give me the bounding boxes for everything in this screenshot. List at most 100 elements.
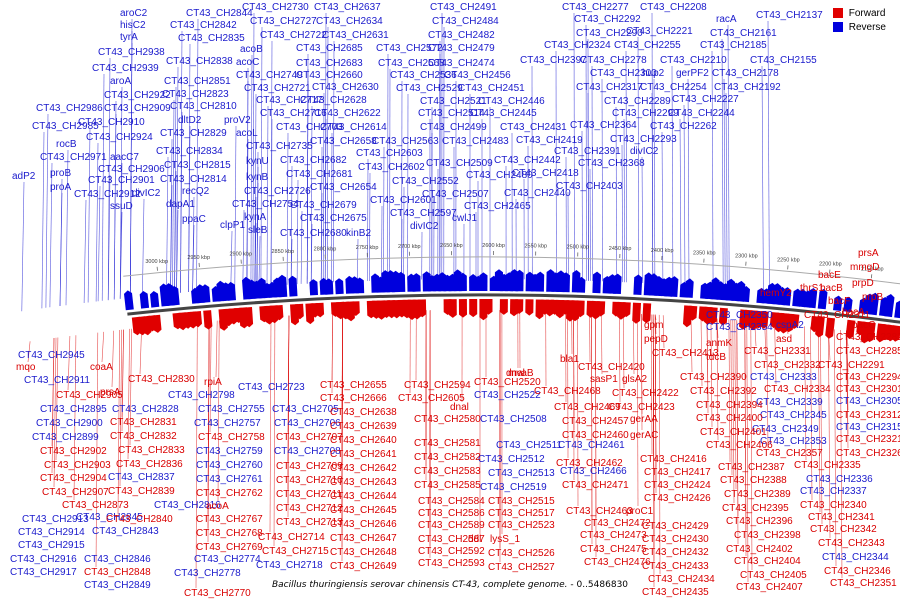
forward-gene-label[interactable]: CT43_CH2666	[320, 393, 387, 404]
reverse-gene-label[interactable]: CT43_CH2682	[280, 155, 347, 166]
reverse-gene-label[interactable]: CT43_CH2637	[314, 2, 381, 13]
reverse-gene-label[interactable]: CT43_CH2722	[260, 30, 327, 41]
reverse-gene-label[interactable]: CT43_CH2353	[760, 436, 827, 447]
reverse-gene-label[interactable]: CT43_CH2723	[238, 382, 305, 393]
reverse-gene-label[interactable]: CT43_CH2178	[712, 68, 779, 79]
reverse-gene-label[interactable]: CT43_CH2828	[112, 404, 179, 415]
reverse-gene-label[interactable]: CT43_CH2679	[290, 200, 357, 211]
reverse-gene-label[interactable]: aroA	[110, 76, 132, 87]
forward-gene-label[interactable]: CT43_CH2830	[128, 374, 195, 385]
forward-gene-label[interactable]: prsA	[100, 387, 121, 398]
reverse-gene-label[interactable]: CT43_CH2509	[426, 158, 493, 169]
reverse-gene-label[interactable]: CT43_CH2292	[574, 14, 641, 25]
reverse-gene-label[interactable]: divIC2	[132, 188, 161, 199]
reverse-gene-label[interactable]: kynB	[246, 172, 269, 183]
forward-gene-label[interactable]: CT43_CH2468	[534, 386, 601, 397]
reverse-gene-label[interactable]: CT43_CH2552	[392, 176, 459, 187]
forward-gene-label[interactable]: CT43_CH2401	[700, 427, 767, 438]
forward-gene-label[interactable]: CT43_CH2903	[44, 460, 111, 471]
reverse-gene-label[interactable]: dapA1	[166, 199, 195, 210]
forward-gene-label[interactable]: CT43_CH2311	[804, 310, 870, 321]
forward-gene-label[interactable]: CT43_CH2326	[836, 448, 900, 459]
reverse-gene-label[interactable]: CT43_CH2986	[36, 103, 103, 114]
forward-gene-label[interactable]: CT43_CH2605	[398, 393, 465, 404]
forward-gene-label[interactable]: CT43_CH2581	[414, 438, 481, 449]
reverse-gene-label[interactable]: CT43_CH2916	[10, 554, 77, 565]
reverse-gene-label[interactable]: CT43_CH2300	[590, 68, 657, 79]
reverse-gene-label[interactable]: CT43_CH2837	[108, 472, 175, 483]
forward-gene-label[interactable]: ddl	[468, 534, 482, 545]
reverse-gene-label[interactable]: CT43_CH2397	[520, 55, 587, 66]
forward-gene-label[interactable]: CT43_CH2404	[734, 556, 801, 567]
reverse-gene-label[interactable]: acoL	[236, 128, 258, 139]
reverse-gene-label[interactable]: CT43_CH2431	[500, 122, 567, 133]
forward-gene-label[interactable]: CT43_CH2321	[836, 434, 900, 445]
reverse-gene-label[interactable]: CT43_CH2730	[242, 2, 309, 13]
reverse-gene-label[interactable]: CT43_CH2529	[396, 83, 463, 94]
reverse-gene-label[interactable]: CT43_CH2254	[640, 82, 707, 93]
reverse-gene-label[interactable]: CT43_CH2185	[700, 40, 767, 51]
reverse-gene-label[interactable]: CT43_CH2519	[480, 482, 547, 493]
reverse-gene-label[interactable]: CT43_CH2568	[378, 58, 445, 69]
forward-gene-label[interactable]: CT43_CH2832	[110, 431, 177, 442]
reverse-gene-label[interactable]: CT43_CH2815	[164, 160, 231, 171]
reverse-gene-label[interactable]: CT43_CH2654	[310, 182, 377, 193]
forward-gene-label[interactable]: CT43_CH2389	[724, 489, 791, 500]
forward-gene-label[interactable]: CT43_CH2840	[106, 514, 173, 525]
reverse-gene-label[interactable]: CT43_CH2601	[370, 195, 437, 206]
reverse-gene-label[interactable]: CT43_CH2474	[428, 58, 495, 69]
reverse-gene-label[interactable]: CT43_CH2262	[650, 121, 717, 132]
reverse-gene-label[interactable]: kynU	[246, 156, 269, 167]
forward-gene-label[interactable]: CT43_CH2655	[320, 380, 387, 391]
forward-gene-label[interactable]: CT43_CH2768	[196, 528, 263, 539]
forward-gene-label[interactable]: rpiA	[204, 377, 222, 388]
forward-gene-label[interactable]: thrS1	[800, 283, 824, 294]
forward-gene-label[interactable]: bacE	[818, 270, 841, 281]
forward-gene-label[interactable]: CT43_CH2387	[718, 462, 785, 473]
reverse-gene-label[interactable]: CT43_CH2680	[280, 228, 347, 239]
reverse-gene-label[interactable]: CT43_CH2445	[470, 108, 537, 119]
forward-gene-label[interactable]: CT43_CH2341	[808, 512, 875, 523]
reverse-gene-label[interactable]: tyrA	[120, 32, 138, 43]
forward-gene-label[interactable]: CT43_CH2713	[276, 517, 343, 528]
forward-gene-label[interactable]: CT43_CH2334	[764, 384, 831, 395]
reverse-gene-label[interactable]: CT43_CH2337	[800, 486, 867, 497]
forward-gene-label[interactable]: bacC	[852, 320, 876, 331]
forward-gene-label[interactable]: CT43_CH2769	[196, 542, 263, 553]
reverse-gene-label[interactable]: CT43_CH2563	[372, 136, 439, 147]
reverse-gene-label[interactable]: CT43_CH2631	[322, 30, 389, 41]
reverse-gene-label[interactable]: CT43_CH2829	[160, 128, 227, 139]
forward-gene-label[interactable]: CT43_CH2282	[836, 332, 900, 343]
forward-gene-label[interactable]: CT43_CH2907	[42, 487, 109, 498]
forward-gene-label[interactable]: CT43_CH2711	[276, 489, 342, 500]
forward-gene-label[interactable]: CT43_CH2710	[276, 475, 343, 486]
reverse-gene-label[interactable]: proV2	[224, 115, 251, 126]
forward-gene-label[interactable]: pepD	[644, 334, 668, 345]
reverse-gene-label[interactable]: CT43_CH2451	[458, 83, 525, 94]
reverse-gene-label[interactable]: dltD2	[178, 115, 202, 126]
reverse-gene-label[interactable]: CT43_CH2315	[836, 422, 900, 433]
forward-gene-label[interactable]: CT43_CH2407	[736, 582, 803, 593]
reverse-gene-label[interactable]: divIC2	[630, 146, 659, 157]
reverse-gene-label[interactable]: CT43_CH2726	[244, 186, 311, 197]
reverse-gene-label[interactable]: CT43_CH2721	[244, 83, 311, 94]
reverse-gene-label[interactable]: CT43_CH2442	[494, 155, 561, 166]
forward-gene-label[interactable]: CT43_CH2649	[330, 561, 397, 572]
reverse-gene-label[interactable]: CT43_CH2846	[84, 554, 151, 565]
forward-gene-label[interactable]: glsA2	[622, 374, 648, 385]
forward-gene-label[interactable]: CT43_CH2343	[818, 538, 885, 549]
reverse-gene-label[interactable]: CT43_CH2915	[18, 540, 85, 551]
reverse-gene-label[interactable]: CT43_CH2630	[312, 82, 379, 93]
reverse-gene-label[interactable]: CT43_CH2681	[286, 169, 353, 180]
reverse-gene-label[interactable]: hisC2	[120, 20, 146, 31]
forward-gene-label[interactable]: CT43_CH2526	[488, 548, 555, 559]
forward-gene-label[interactable]: bla1	[560, 354, 579, 365]
forward-gene-label[interactable]: CT43_CH2836	[116, 459, 183, 470]
forward-gene-label[interactable]: CT43_CH2580	[414, 414, 481, 425]
forward-gene-label[interactable]: bacB	[820, 283, 843, 294]
reverse-gene-label[interactable]: CT43_CH2499	[420, 122, 487, 133]
reverse-gene-label[interactable]: CT43_CH2521	[420, 96, 487, 107]
forward-gene-label[interactable]: CT43_CH2594	[404, 380, 471, 391]
forward-gene-label[interactable]: CT43_CH2641	[330, 449, 397, 460]
forward-gene-label[interactable]: CT43_CH2423	[608, 402, 675, 413]
